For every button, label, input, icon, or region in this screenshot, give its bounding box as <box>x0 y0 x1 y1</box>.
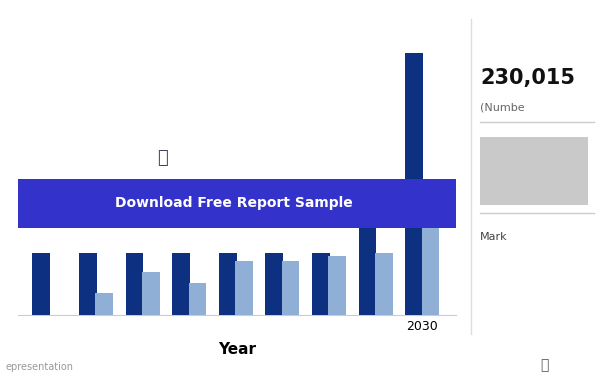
Bar <box>32 253 50 315</box>
Bar <box>312 253 330 315</box>
Text: Mark: Mark <box>480 232 508 242</box>
Bar <box>265 253 283 315</box>
Bar <box>235 261 253 315</box>
Text: (Numbe: (Numbe <box>480 103 524 112</box>
Bar <box>359 190 376 315</box>
Bar <box>375 253 392 315</box>
Bar <box>79 253 97 315</box>
Text: epresentation: epresentation <box>6 363 74 372</box>
Bar <box>125 253 143 315</box>
Bar <box>188 283 206 315</box>
Bar <box>142 272 160 315</box>
Bar <box>219 253 236 315</box>
Bar <box>95 293 113 315</box>
Bar <box>405 53 423 315</box>
Text: Download Free Report Sample: Download Free Report Sample <box>115 196 353 210</box>
X-axis label: Year: Year <box>218 342 256 356</box>
Bar <box>422 207 439 315</box>
Bar <box>282 261 299 315</box>
Bar <box>172 253 190 315</box>
Text: 🔒: 🔒 <box>157 149 167 167</box>
Bar <box>328 256 346 315</box>
Text: Ⓢ: Ⓢ <box>540 358 548 372</box>
Text: 230,015: 230,015 <box>480 68 575 89</box>
